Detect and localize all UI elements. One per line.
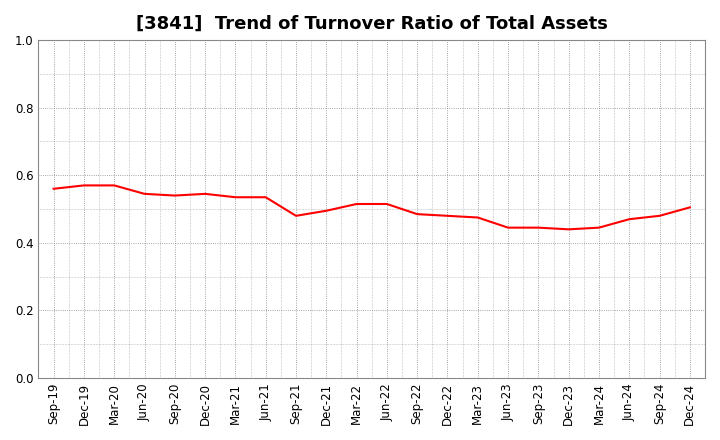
Title: [3841]  Trend of Turnover Ratio of Total Assets: [3841] Trend of Turnover Ratio of Total …	[136, 15, 608, 33]
